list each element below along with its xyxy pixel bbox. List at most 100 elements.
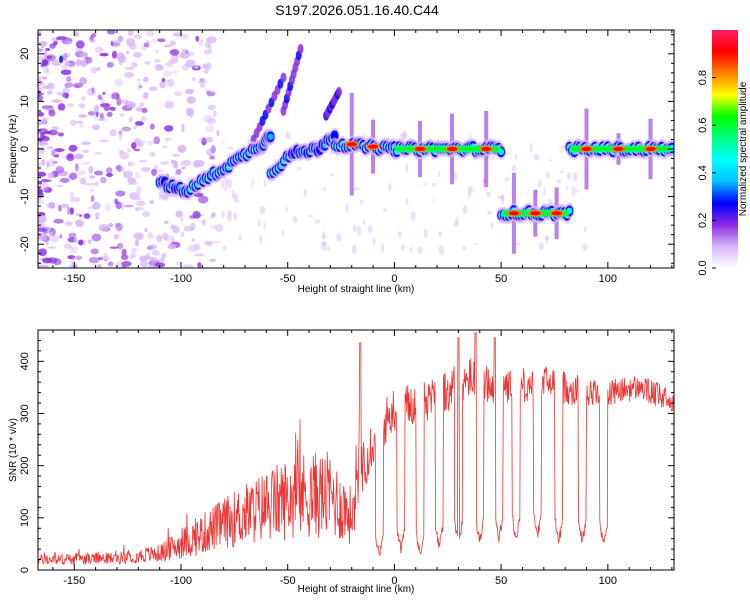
noise-blob bbox=[48, 129, 59, 136]
noise-blob bbox=[75, 40, 85, 49]
noise-blob bbox=[468, 185, 474, 193]
noise-blob bbox=[154, 59, 161, 63]
noise-blob bbox=[75, 255, 83, 261]
noise-blob bbox=[537, 179, 542, 188]
noise-blob bbox=[153, 136, 161, 145]
ridge-core bbox=[331, 132, 338, 140]
noise-blob bbox=[336, 232, 342, 242]
noise-blob bbox=[437, 170, 441, 177]
noise-blob bbox=[51, 152, 61, 155]
noise-blob bbox=[141, 107, 148, 114]
noise-blob bbox=[119, 151, 130, 160]
noise-blob bbox=[142, 76, 149, 83]
hot-spot-core-8 bbox=[581, 147, 592, 151]
noise-blob bbox=[75, 213, 81, 217]
noise-blob bbox=[180, 159, 192, 167]
noise-blob bbox=[321, 241, 327, 247]
noise-blob bbox=[56, 36, 67, 40]
noise-blob bbox=[205, 124, 215, 133]
noise-blob bbox=[43, 51, 48, 60]
noise-blob bbox=[69, 246, 79, 253]
snr-panel: -150 -100 -50 0 50 100 0 100 200 300 400 Height o… bbox=[8, 329, 675, 595]
noise-blob bbox=[146, 140, 155, 145]
noise-blob bbox=[40, 179, 52, 183]
noise-blob bbox=[116, 164, 122, 173]
noise-blob bbox=[322, 230, 325, 240]
noise-blob bbox=[50, 149, 56, 157]
noise-blob bbox=[104, 203, 112, 212]
noise-blob bbox=[156, 234, 163, 243]
noise-blob bbox=[504, 177, 510, 182]
noise-blob bbox=[160, 161, 170, 165]
noise-blob bbox=[236, 200, 240, 204]
noise-blob bbox=[226, 212, 233, 222]
noise-blob bbox=[220, 141, 226, 144]
noise-blob bbox=[73, 236, 78, 243]
noise-blob bbox=[69, 262, 78, 268]
noise-blob bbox=[357, 225, 362, 236]
snr-x-tick-label-3: 0 bbox=[391, 575, 397, 587]
noise-blob bbox=[144, 60, 152, 65]
noise-blob bbox=[149, 151, 156, 157]
noise-blob bbox=[53, 154, 60, 158]
noise-blob bbox=[202, 219, 206, 227]
noise-blob bbox=[136, 78, 141, 82]
noise-blob bbox=[141, 116, 147, 122]
noise-blob bbox=[573, 171, 578, 182]
noise-blob bbox=[138, 102, 145, 108]
noise-blob bbox=[181, 48, 188, 54]
noise-blob bbox=[148, 86, 158, 91]
noise-blob bbox=[263, 179, 267, 187]
noise-blob bbox=[352, 224, 357, 233]
noise-blob bbox=[106, 172, 113, 177]
noise-blob bbox=[116, 166, 125, 172]
noise-blob bbox=[382, 208, 387, 212]
noise-blob bbox=[45, 241, 49, 246]
noise-blob bbox=[164, 100, 174, 110]
noise-blob bbox=[117, 35, 124, 43]
noise-blob bbox=[548, 159, 553, 162]
noise-blob bbox=[60, 69, 72, 76]
noise-blob bbox=[122, 170, 134, 179]
noise-blob bbox=[200, 228, 207, 233]
noise-blob bbox=[423, 228, 428, 239]
noise-blob bbox=[38, 128, 49, 135]
noise-blob bbox=[51, 59, 62, 67]
noise-blob bbox=[139, 255, 148, 262]
noise-blob bbox=[322, 186, 327, 191]
noise-blob bbox=[226, 178, 233, 189]
noise-blob bbox=[70, 191, 74, 198]
noise-blob bbox=[173, 172, 179, 176]
noise-blob bbox=[163, 70, 173, 77]
noise-blob bbox=[58, 204, 62, 212]
noise-blob bbox=[57, 170, 69, 177]
hot-spot-core-2 bbox=[415, 147, 426, 151]
noise-blob bbox=[161, 145, 168, 149]
noise-blob bbox=[190, 119, 199, 127]
noise-blob bbox=[42, 117, 46, 125]
noise-blob bbox=[227, 210, 232, 216]
noise-blob bbox=[50, 126, 60, 130]
noise-blob bbox=[87, 87, 97, 96]
noise-blob bbox=[79, 177, 87, 185]
noise-blob bbox=[118, 55, 127, 64]
noise-blob bbox=[80, 141, 91, 145]
noise-blob bbox=[103, 252, 108, 259]
noise-blob bbox=[216, 129, 220, 137]
noise-blob bbox=[59, 177, 70, 183]
noise-blob bbox=[224, 184, 228, 192]
noise-blob bbox=[367, 225, 373, 234]
noise-blob bbox=[41, 105, 53, 110]
noise-blob bbox=[56, 184, 64, 188]
noise-blob bbox=[122, 171, 127, 175]
noise-blob bbox=[38, 171, 47, 177]
noise-blob bbox=[48, 109, 56, 117]
noise-blob bbox=[209, 156, 216, 160]
noise-blob bbox=[490, 221, 494, 230]
spectrogram-x-tick-label-0: -150 bbox=[63, 273, 85, 285]
noise-blob bbox=[209, 213, 215, 220]
noise-blob bbox=[47, 246, 57, 249]
noise-blob bbox=[131, 61, 138, 68]
noise-blob bbox=[431, 182, 437, 187]
noise-blob bbox=[372, 237, 376, 246]
